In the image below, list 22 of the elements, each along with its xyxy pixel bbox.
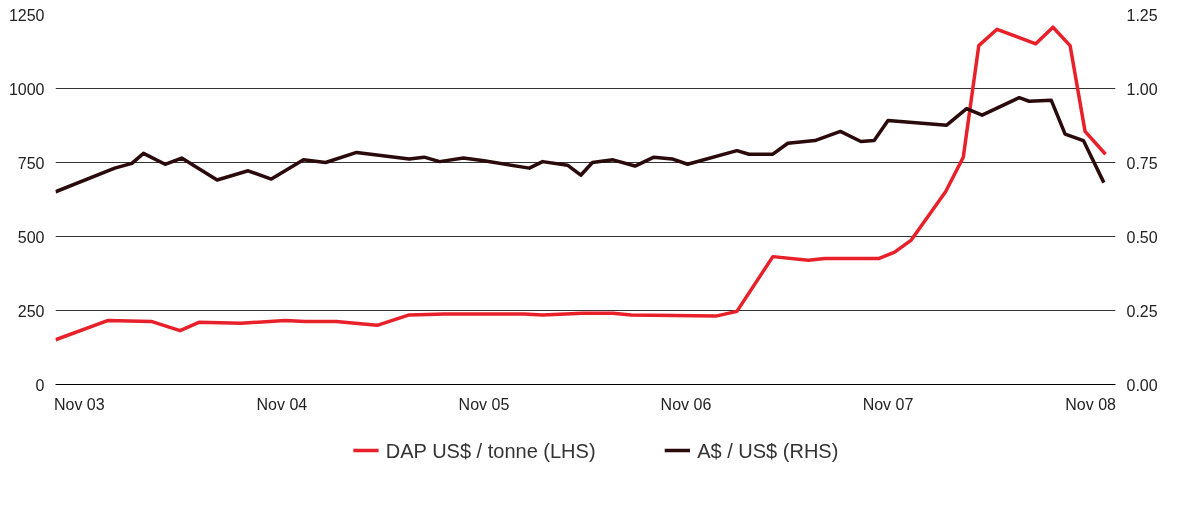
x-tick-label: Nov 03	[53, 395, 105, 413]
y2-tick-label: 1.25	[1126, 6, 1158, 24]
y2-tick-label: 0.50	[1126, 228, 1158, 246]
y2-tick-label: 1.00	[1126, 80, 1158, 98]
y-tick-label: 750	[17, 154, 45, 172]
x-tick-label: Nov 04	[256, 395, 308, 413]
y-tick-label: 250	[17, 302, 45, 320]
x-tick-label: Nov 05	[458, 395, 510, 413]
y-tick-label: 0	[35, 376, 45, 394]
line-series	[55, 25, 1108, 342]
y2-tick-label: 0.75	[1126, 154, 1158, 172]
x-tick-label: Nov 07	[862, 395, 914, 413]
x-tick-label: Nov 08	[1065, 395, 1117, 413]
x-tick-label: Nov 06	[660, 395, 712, 413]
y2-tick-label: 0.25	[1126, 302, 1158, 320]
y-tick-label: 500	[17, 228, 45, 246]
y-tick-label: 1250	[8, 6, 45, 24]
y-tick-label: 1000	[8, 80, 45, 98]
line-series	[55, 95, 1106, 194]
legend-label: DAP US$ / tonne (LHS)	[385, 439, 596, 462]
y2-tick-label: 0.00	[1126, 376, 1158, 394]
legend-label: A$ / US$ (RHS)	[697, 439, 839, 462]
